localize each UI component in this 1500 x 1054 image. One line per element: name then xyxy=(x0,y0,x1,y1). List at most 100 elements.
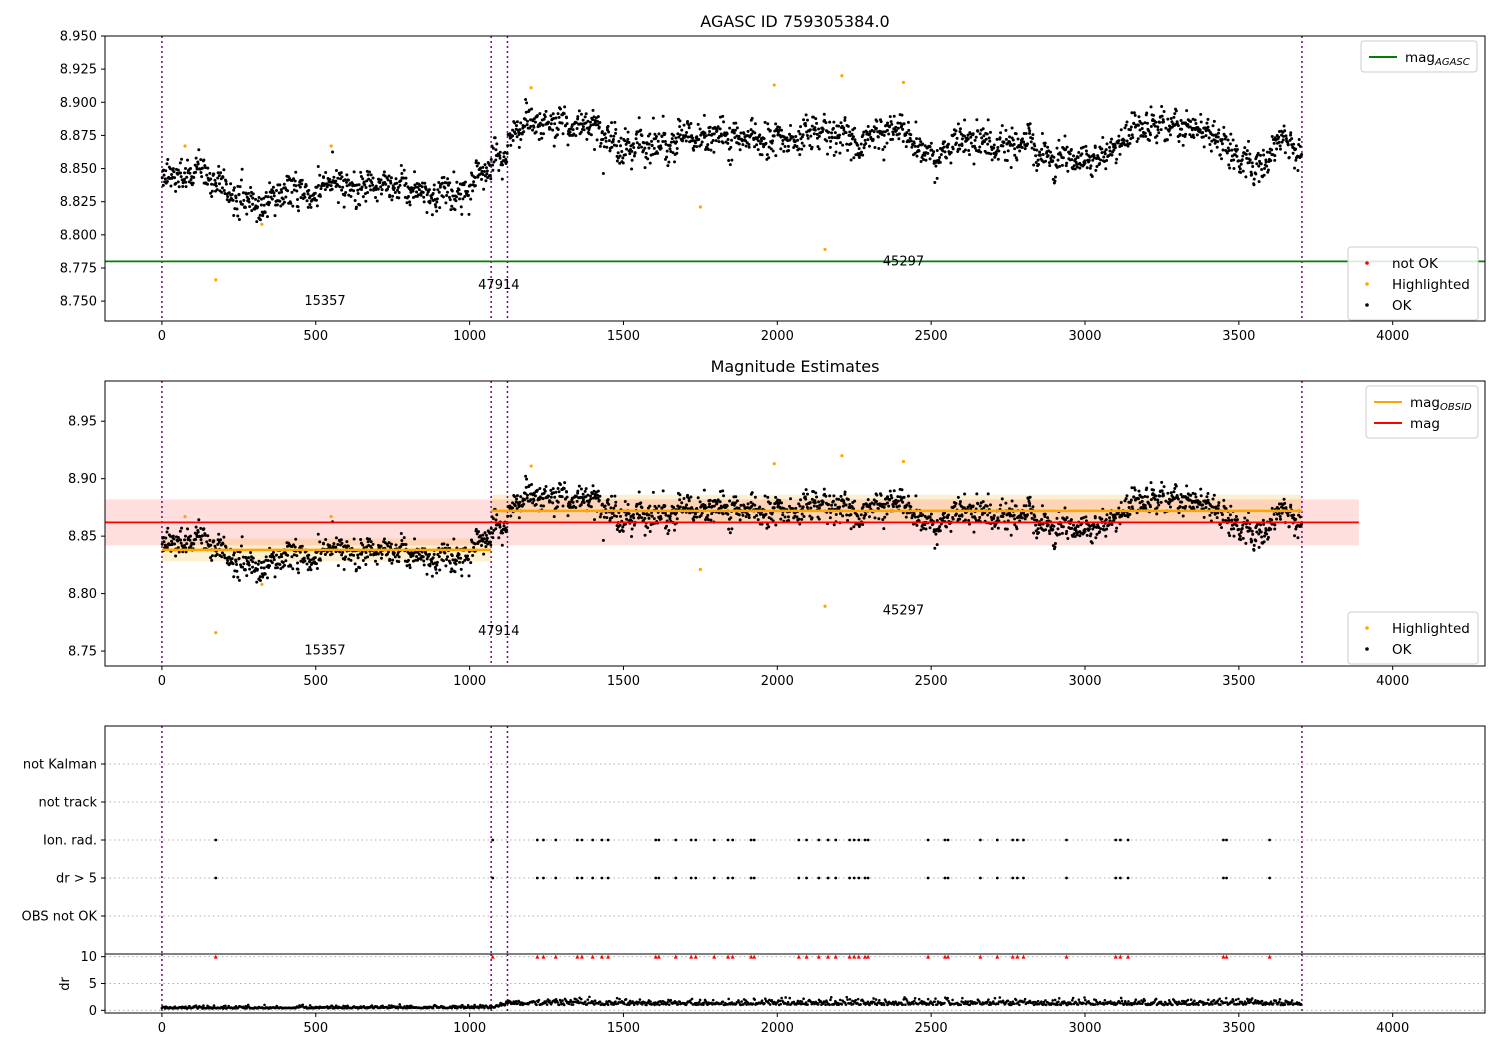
ok-point xyxy=(840,121,843,124)
ok-point xyxy=(1021,137,1024,140)
ok-point xyxy=(952,518,955,521)
ok-point xyxy=(1277,136,1280,139)
ok-point xyxy=(1105,148,1108,151)
ok-point xyxy=(919,140,922,143)
ok-point xyxy=(1265,533,1268,536)
highlighted-point xyxy=(773,462,776,465)
ok-point xyxy=(1175,109,1178,112)
ok-point xyxy=(809,128,812,131)
ok-point xyxy=(477,162,480,165)
ok-point xyxy=(811,516,814,519)
ok-point xyxy=(1265,161,1268,164)
ok-point xyxy=(206,183,209,186)
ok-point xyxy=(231,193,234,196)
ok-point xyxy=(341,542,344,545)
ok-point xyxy=(434,568,437,571)
dr-flag-point xyxy=(1268,877,1271,880)
ok-point xyxy=(474,176,477,179)
ok-point xyxy=(1257,152,1260,155)
ok-point xyxy=(837,125,840,128)
panel-agasc-obsid-lines xyxy=(162,36,1302,321)
ok-point xyxy=(970,513,973,516)
ok-point xyxy=(1025,504,1028,507)
ok-point xyxy=(219,538,222,541)
ok-point xyxy=(268,201,271,204)
ok-point xyxy=(915,155,918,158)
ok-point xyxy=(1084,162,1087,165)
ok-point xyxy=(647,147,650,150)
ok-point xyxy=(399,179,402,182)
ok-point xyxy=(907,502,910,505)
legend-label-subscript: OBSID xyxy=(1440,402,1472,413)
ok-point xyxy=(566,514,569,517)
ok-point xyxy=(713,505,716,508)
ok-point xyxy=(1145,487,1148,490)
ok-point xyxy=(165,162,168,165)
ok-point xyxy=(399,184,402,187)
highlighted-point xyxy=(699,568,702,571)
ok-point xyxy=(1115,527,1118,530)
ok-point xyxy=(975,118,978,121)
ok-point xyxy=(238,193,241,196)
ok-point xyxy=(662,489,665,492)
ok-point xyxy=(197,518,200,521)
ok-point xyxy=(582,119,585,122)
ok-point xyxy=(1127,515,1130,518)
ok-point xyxy=(544,490,547,493)
ok-point xyxy=(708,133,711,136)
ok-point xyxy=(400,164,403,167)
ok-point xyxy=(442,559,445,562)
flag-row-label: not Kalman xyxy=(23,758,97,773)
ok-point xyxy=(614,132,617,135)
ok-point xyxy=(1029,122,1032,125)
ok-point xyxy=(446,555,449,558)
ok-point xyxy=(805,113,808,116)
ok-point xyxy=(996,516,999,519)
ok-point xyxy=(897,137,900,140)
ok-point xyxy=(679,505,682,508)
ok-point xyxy=(248,564,251,567)
ok-point xyxy=(557,487,560,490)
ok-point xyxy=(1253,544,1256,547)
ok-point xyxy=(781,142,784,145)
ok-point xyxy=(550,122,553,125)
ok-point xyxy=(991,158,994,161)
ok-point xyxy=(610,495,613,498)
ok-point xyxy=(361,543,364,546)
obsid-label: 47914 xyxy=(478,624,519,639)
ok-point xyxy=(513,121,516,124)
ok-point xyxy=(1013,147,1016,150)
ok-point xyxy=(954,129,957,132)
ok-point xyxy=(619,155,622,158)
legend-frame xyxy=(1348,612,1478,664)
ok-point xyxy=(1145,112,1148,115)
ok-point xyxy=(403,536,406,539)
ok-point xyxy=(875,127,878,130)
ok-point xyxy=(1046,146,1049,149)
ok-point xyxy=(738,142,741,145)
ok-point xyxy=(467,194,470,197)
ok-point xyxy=(1137,490,1140,493)
ok-point xyxy=(296,561,299,564)
ok-point xyxy=(458,197,461,200)
ion-rad-flag-point xyxy=(1222,839,1225,842)
ok-point xyxy=(1189,120,1192,123)
ok-point xyxy=(873,516,876,519)
ok-point xyxy=(1213,120,1216,123)
ok-point xyxy=(494,518,497,521)
ok-point xyxy=(694,141,697,144)
ok-point xyxy=(644,166,647,169)
ok-point xyxy=(991,527,994,530)
highlighted-point xyxy=(773,83,776,86)
ok-point xyxy=(366,191,369,194)
ok-point xyxy=(1169,505,1172,508)
ok-point xyxy=(286,189,289,192)
dr-flag-point xyxy=(1011,877,1014,880)
ok-point xyxy=(263,204,266,207)
ok-point xyxy=(213,179,216,182)
ok-point xyxy=(530,483,533,486)
ok-point xyxy=(438,569,441,572)
ok-point xyxy=(1154,125,1157,128)
ok-point xyxy=(347,545,350,548)
